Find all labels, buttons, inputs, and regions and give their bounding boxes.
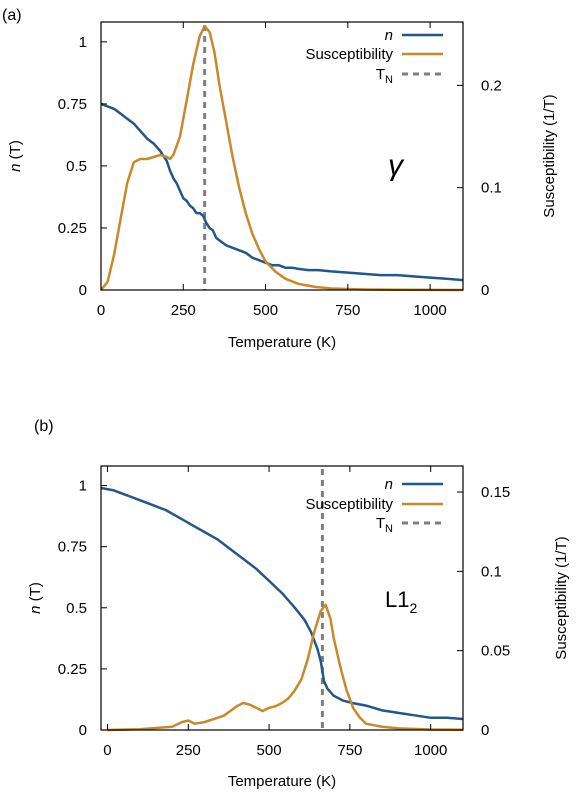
y2-tick-label: 0.15 [481,484,510,501]
x-tick-label: 1000 [413,302,446,319]
y2-tick-label: 0 [481,282,489,299]
legend-label-n: n [385,476,393,493]
x-axis-label: Temperature (K) [228,334,336,351]
y-tick-label: 0.75 [58,539,87,556]
y-tick-label: 1 [79,478,87,495]
legend-label-susceptibility: Susceptibility [305,496,393,513]
x-tick-label: 500 [253,302,278,319]
panel-a: (a) 0 250 500 750 1000 0 0.25 0.5 0.75 1 0 0.1 0.2 Tem… [2,7,558,351]
panel-label: (b) [34,418,54,435]
legend-label-tn: TN [376,66,393,86]
y-tick-label: 0.5 [66,158,87,175]
y2-tick-label: 0.05 [481,643,510,660]
y2-axis-label: Susceptibility (1/T) [541,94,558,217]
legend: n Susceptibility TN [305,476,443,535]
x-axis-label: Temperature (K) [228,773,336,790]
series-susceptibility-line [100,24,464,292]
legend: n Susceptibility TN [305,27,443,86]
x-tick-label: 750 [335,302,360,319]
x-tick-label: 0 [97,302,105,319]
y2-tick-label: 0.1 [481,180,502,197]
legend-label-susceptibility: Susceptibility [305,46,393,63]
phase-annotation: γ [388,149,405,182]
y-tick-label: 0.5 [66,600,87,617]
y2-tick-label: 0 [481,722,489,739]
y2-tick-label: 0.1 [481,563,502,580]
y-axis-label: n (T) [27,582,44,614]
series-n-line [100,102,464,282]
x-tick-label: 0 [103,742,111,759]
y-tick-label: 0.75 [58,96,87,113]
series-n-line [100,486,464,721]
y-tick-label: 0.25 [58,661,87,678]
y-axis-label: n (T) [7,140,24,172]
y2-axis-label: Susceptibility (1/T) [553,536,570,659]
phase-annotation: L12 [385,587,417,616]
y-tick-label: 1 [79,34,87,51]
y2-tick-label: 0.2 [481,77,502,94]
x-tick-label: 1000 [414,742,447,759]
x-tick-label: 250 [171,302,196,319]
series-susceptibility-line [107,603,464,732]
x-tick-label: 250 [176,742,201,759]
y-tick-label: 0.25 [58,220,87,237]
y-tick-label: 0 [79,722,87,739]
legend-label-tn: TN [376,515,393,535]
y-tick-label: 0 [79,282,87,299]
plot-frame [100,21,464,291]
legend-label-n: n [385,27,393,44]
x-tick-label: 500 [257,742,282,759]
panel-label: (a) [2,7,22,24]
plot-frame [100,465,464,731]
panel-b: (b) 0 250 500 750 1000 0 0.25 0.5 0.75 1 0 0.05 0.1 0.… [27,418,570,790]
x-tick-label: 750 [337,742,362,759]
